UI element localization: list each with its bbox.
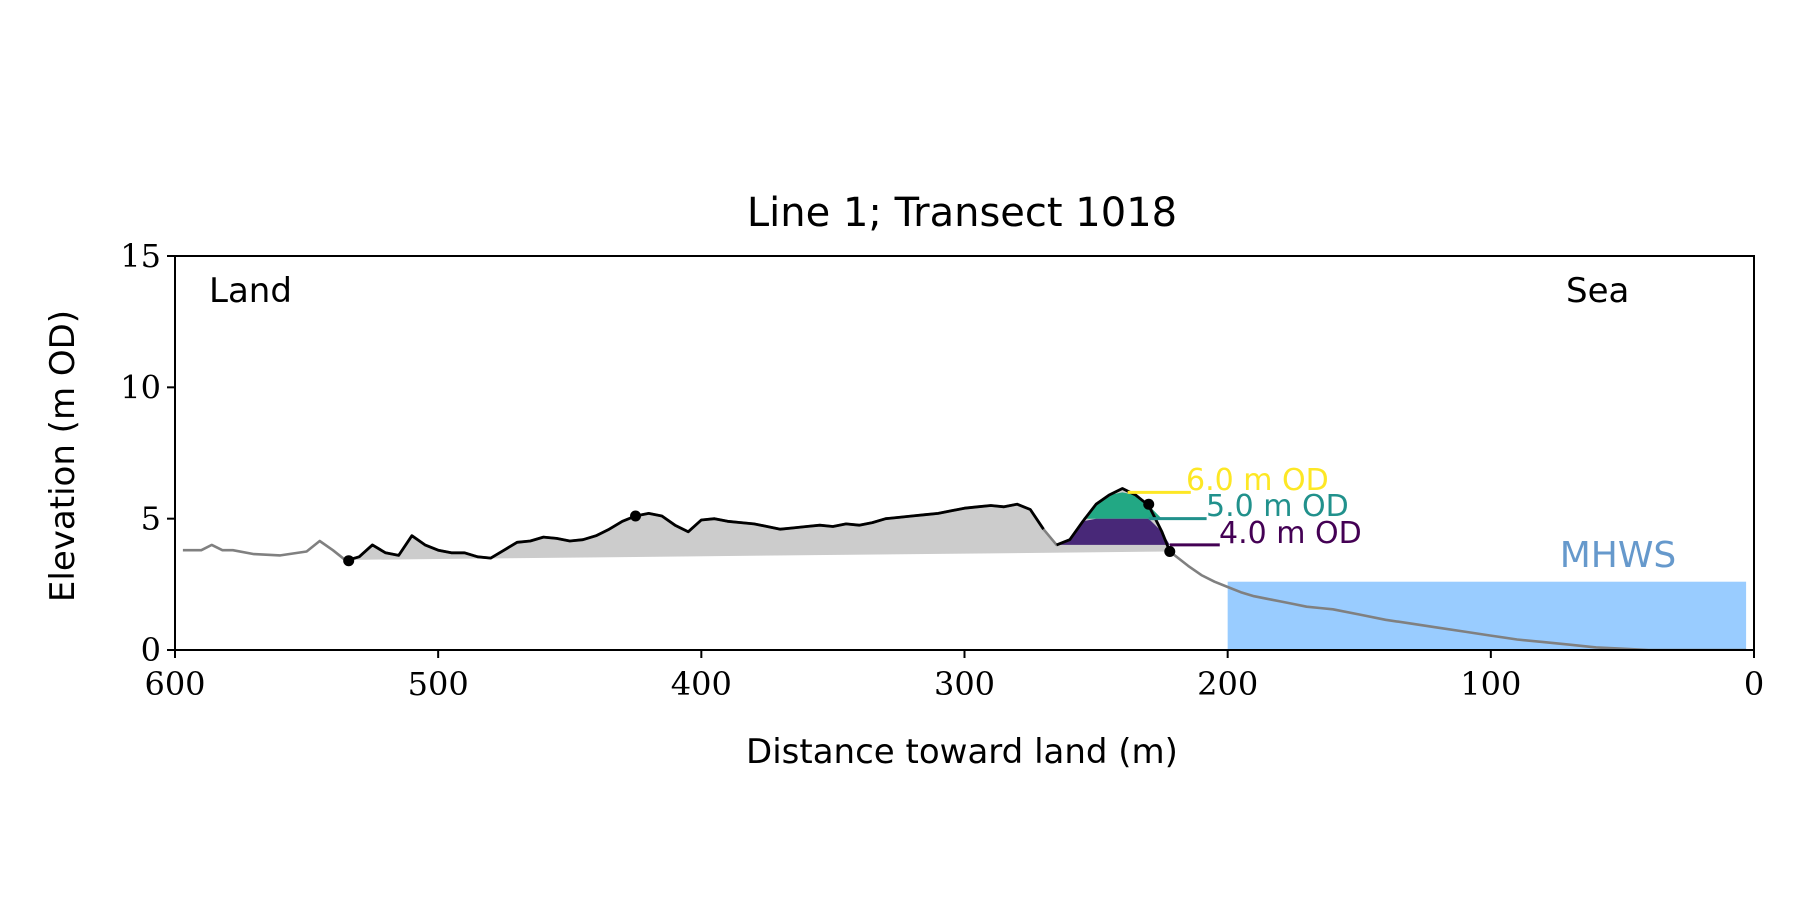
x-tick-label-400: 400: [671, 665, 732, 703]
mhws-label: MHWS: [1560, 535, 1677, 576]
y-tick-label-5: 5: [141, 500, 161, 538]
profile-fill: [348, 488, 1170, 560]
profile-marker-4: [1164, 546, 1176, 557]
mhws-water-area: [1227, 581, 1747, 650]
x-tick-label-0: 0: [1744, 665, 1764, 703]
y-tick-label-10: 10: [120, 368, 161, 406]
x-tick-label-600: 600: [144, 665, 205, 703]
profile-marker-1: [343, 555, 355, 567]
plot-area: MHWS 6.0 m OD5.0 m OD4.0 m OD: [182, 463, 1747, 650]
axis-ticks: 600 500 400 300 200 100 0 0 5 10 15: [120, 237, 1764, 703]
y-tick-label-0: 0: [141, 631, 161, 669]
sea-corner-label: Sea: [1566, 271, 1629, 311]
level-label-4: 4.0 m OD: [1219, 516, 1362, 551]
y-axis-label: Elevation (m OD): [43, 310, 83, 602]
band-5-to-6m: [1056, 492, 1170, 519]
land-corner-label: Land: [209, 271, 292, 311]
y-tick-label-15: 15: [120, 237, 161, 275]
level-label-6: 6.0 m OD: [1186, 463, 1329, 498]
level-label-5: 5.0 m OD: [1206, 489, 1349, 524]
plot-content: MHWS 6.0 m OD5.0 m OD4.0 m OD: [182, 463, 1747, 650]
profile-marker-2: [630, 510, 642, 522]
profile-marker-3: [1143, 498, 1155, 510]
band-4-to-5m: [1056, 518, 1170, 545]
x-tick-label-200: 200: [1197, 665, 1258, 703]
x-axis-label: Distance toward land (m): [746, 732, 1178, 772]
chart-title: Line 1; Transect 1018: [747, 190, 1177, 236]
x-tick-label-100: 100: [1460, 665, 1521, 703]
x-tick-label-300: 300: [934, 665, 995, 703]
x-tick-label-500: 500: [408, 665, 469, 703]
highlight-profile-1: [348, 502, 1045, 562]
